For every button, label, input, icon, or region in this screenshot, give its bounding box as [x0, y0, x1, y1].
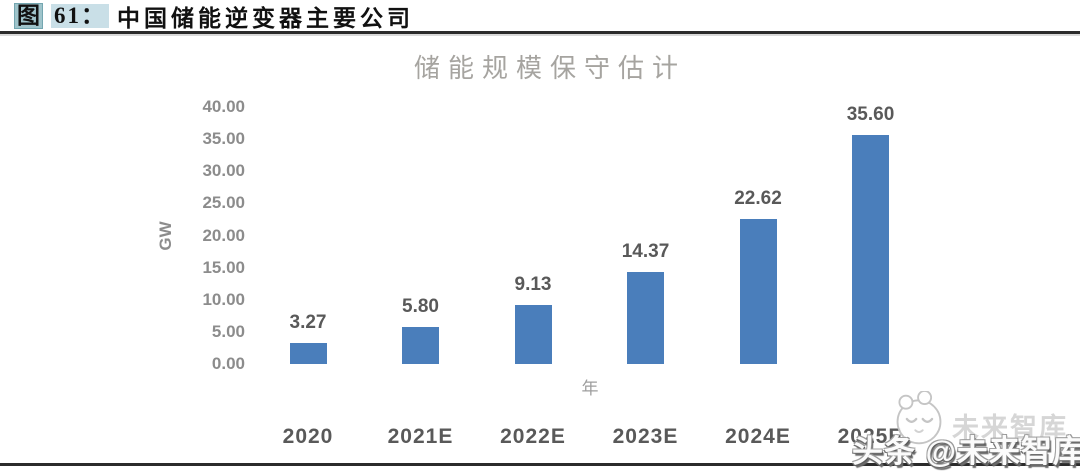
- y-axis-tick-label: 0.00: [211, 354, 245, 373]
- bar: [627, 271, 664, 364]
- figure-number: 61：: [51, 4, 109, 28]
- bar: [402, 326, 439, 364]
- y-axis-tick-label: 5.00: [211, 321, 245, 341]
- x-axis-tick-label: 2023E: [612, 425, 679, 448]
- x-axis-tick-label: 2022E: [500, 425, 566, 448]
- header-divider: [0, 31, 1080, 34]
- bar-value-label: 5.80: [402, 295, 439, 317]
- x-axis-tick-label: 2020: [282, 425, 334, 448]
- x-axis-tick-label: 2021E: [387, 425, 454, 448]
- bar-value-label: 9.13: [514, 274, 552, 296]
- watermark-paw-logo-icon: [896, 391, 942, 445]
- y-axis-tick-label: 35.00: [202, 129, 245, 149]
- chart-title: 储能规模保守估计: [413, 53, 686, 83]
- bar: [289, 342, 327, 364]
- bottom-divider: [0, 463, 1080, 466]
- watermark-text: 头条 @未来智库: [852, 434, 1080, 469]
- bar: [514, 305, 552, 364]
- figure-header: 图 61： 中国储能逆变器主要公司: [14, 2, 414, 31]
- x-axis-tick-label: 2024E: [725, 425, 791, 448]
- bar-value-label: 14.37: [621, 240, 670, 262]
- bar-value-label: 22.62: [734, 187, 782, 209]
- figure-title: 中国储能逆变器主要公司: [117, 6, 414, 31]
- y-axis-tick-label: 40.00: [202, 97, 245, 116]
- x-axis-title: 年: [581, 379, 599, 398]
- y-axis-tick-label: 25.00: [202, 193, 245, 213]
- watermark-ghost-text: 未来智库: [952, 413, 1068, 443]
- y-axis-tick-label: 20.00: [202, 225, 245, 245]
- y-axis-tick-label: 15.00: [202, 257, 245, 277]
- bar-value-label: 3.27: [289, 311, 327, 333]
- bar: [739, 218, 777, 364]
- y-axis-tick-label: 30.00: [202, 161, 245, 181]
- figure-tag: 图: [14, 3, 43, 29]
- bar: [852, 135, 889, 364]
- bar-value-label: 35.60: [846, 104, 895, 126]
- x-axis-tick-label: 2025E: [837, 425, 904, 448]
- y-axis-tick-label: 10.00: [202, 289, 245, 309]
